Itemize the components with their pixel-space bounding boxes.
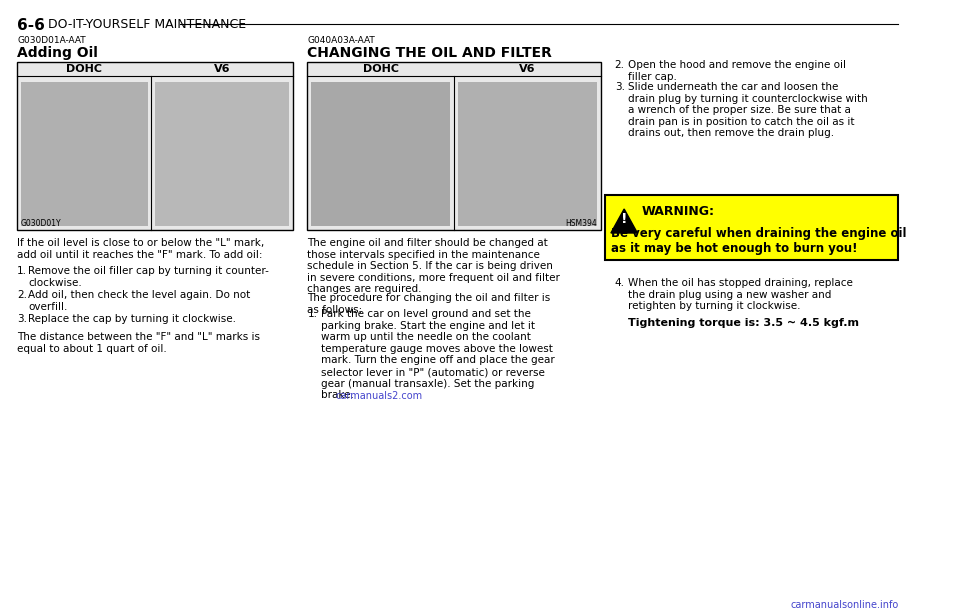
Text: 1.: 1. [17, 266, 27, 276]
Text: G030D01Y: G030D01Y [21, 219, 61, 228]
Text: Adding Oil: Adding Oil [17, 46, 98, 60]
Text: Park the car on level ground and set the
parking brake. Start the engine and let: Park the car on level ground and set the… [321, 309, 554, 400]
Text: WARNING:: WARNING: [641, 205, 714, 218]
Text: 2.: 2. [17, 290, 27, 300]
Text: DO-IT-YOURSELF MAINTENANCE: DO-IT-YOURSELF MAINTENANCE [44, 18, 247, 31]
FancyBboxPatch shape [458, 82, 597, 226]
Text: 6-6: 6-6 [17, 18, 45, 33]
Text: The engine oil and filter should be changed at
those intervals specified in the : The engine oil and filter should be chan… [307, 238, 561, 294]
FancyBboxPatch shape [311, 82, 450, 226]
Text: carmanuals2.com: carmanuals2.com [336, 391, 422, 401]
Text: 4.: 4. [614, 278, 625, 288]
Text: 3.: 3. [614, 82, 625, 92]
FancyBboxPatch shape [156, 82, 289, 226]
FancyBboxPatch shape [17, 62, 293, 230]
Text: G030D01A-AAT: G030D01A-AAT [17, 36, 85, 45]
Text: CHANGING THE OIL AND FILTER: CHANGING THE OIL AND FILTER [307, 46, 552, 60]
Text: Tightening torque is: 3.5 ~ 4.5 kgf.m: Tightening torque is: 3.5 ~ 4.5 kgf.m [628, 318, 859, 328]
Polygon shape [611, 209, 637, 233]
Text: !: ! [621, 212, 628, 226]
Text: If the oil level is close to or below the "L" mark,
add oil until it reaches the: If the oil level is close to or below th… [17, 238, 264, 259]
Text: DOHC: DOHC [363, 64, 398, 74]
Text: Be very careful when draining the engine oil
as it may be hot enough to burn you: Be very careful when draining the engine… [611, 227, 906, 255]
Text: When the oil has stopped draining, replace
the drain plug using a new washer and: When the oil has stopped draining, repla… [628, 278, 852, 311]
FancyBboxPatch shape [605, 195, 899, 260]
Text: Open the hood and remove the engine oil
filler cap.: Open the hood and remove the engine oil … [628, 60, 846, 81]
Text: 1.: 1. [307, 309, 318, 319]
Text: G040A03A-AAT: G040A03A-AAT [307, 36, 375, 45]
Text: 3.: 3. [17, 314, 27, 324]
Text: 2.: 2. [614, 60, 625, 70]
Text: V6: V6 [519, 64, 536, 74]
Text: Add oil, then check the level again. Do not
overfill.: Add oil, then check the level again. Do … [29, 290, 251, 312]
Text: Replace the cap by turning it clockwise.: Replace the cap by turning it clockwise. [29, 314, 236, 324]
Text: DOHC: DOHC [66, 64, 102, 74]
Text: HSM394: HSM394 [565, 219, 597, 228]
Text: The procedure for changing the oil and filter is
as follows:: The procedure for changing the oil and f… [307, 293, 551, 315]
Text: Remove the oil filler cap by turning it counter-
clockwise.: Remove the oil filler cap by turning it … [29, 266, 269, 288]
Text: The distance between the "F" and "L" marks is
equal to about 1 quart of oil.: The distance between the "F" and "L" mar… [17, 332, 260, 354]
FancyBboxPatch shape [21, 82, 148, 226]
Text: carmanualsonline.info: carmanualsonline.info [790, 600, 899, 610]
Text: Slide underneath the car and loosen the
drain plug by turning it counterclockwis: Slide underneath the car and loosen the … [628, 82, 868, 138]
FancyBboxPatch shape [307, 62, 601, 230]
Text: V6: V6 [214, 64, 230, 74]
